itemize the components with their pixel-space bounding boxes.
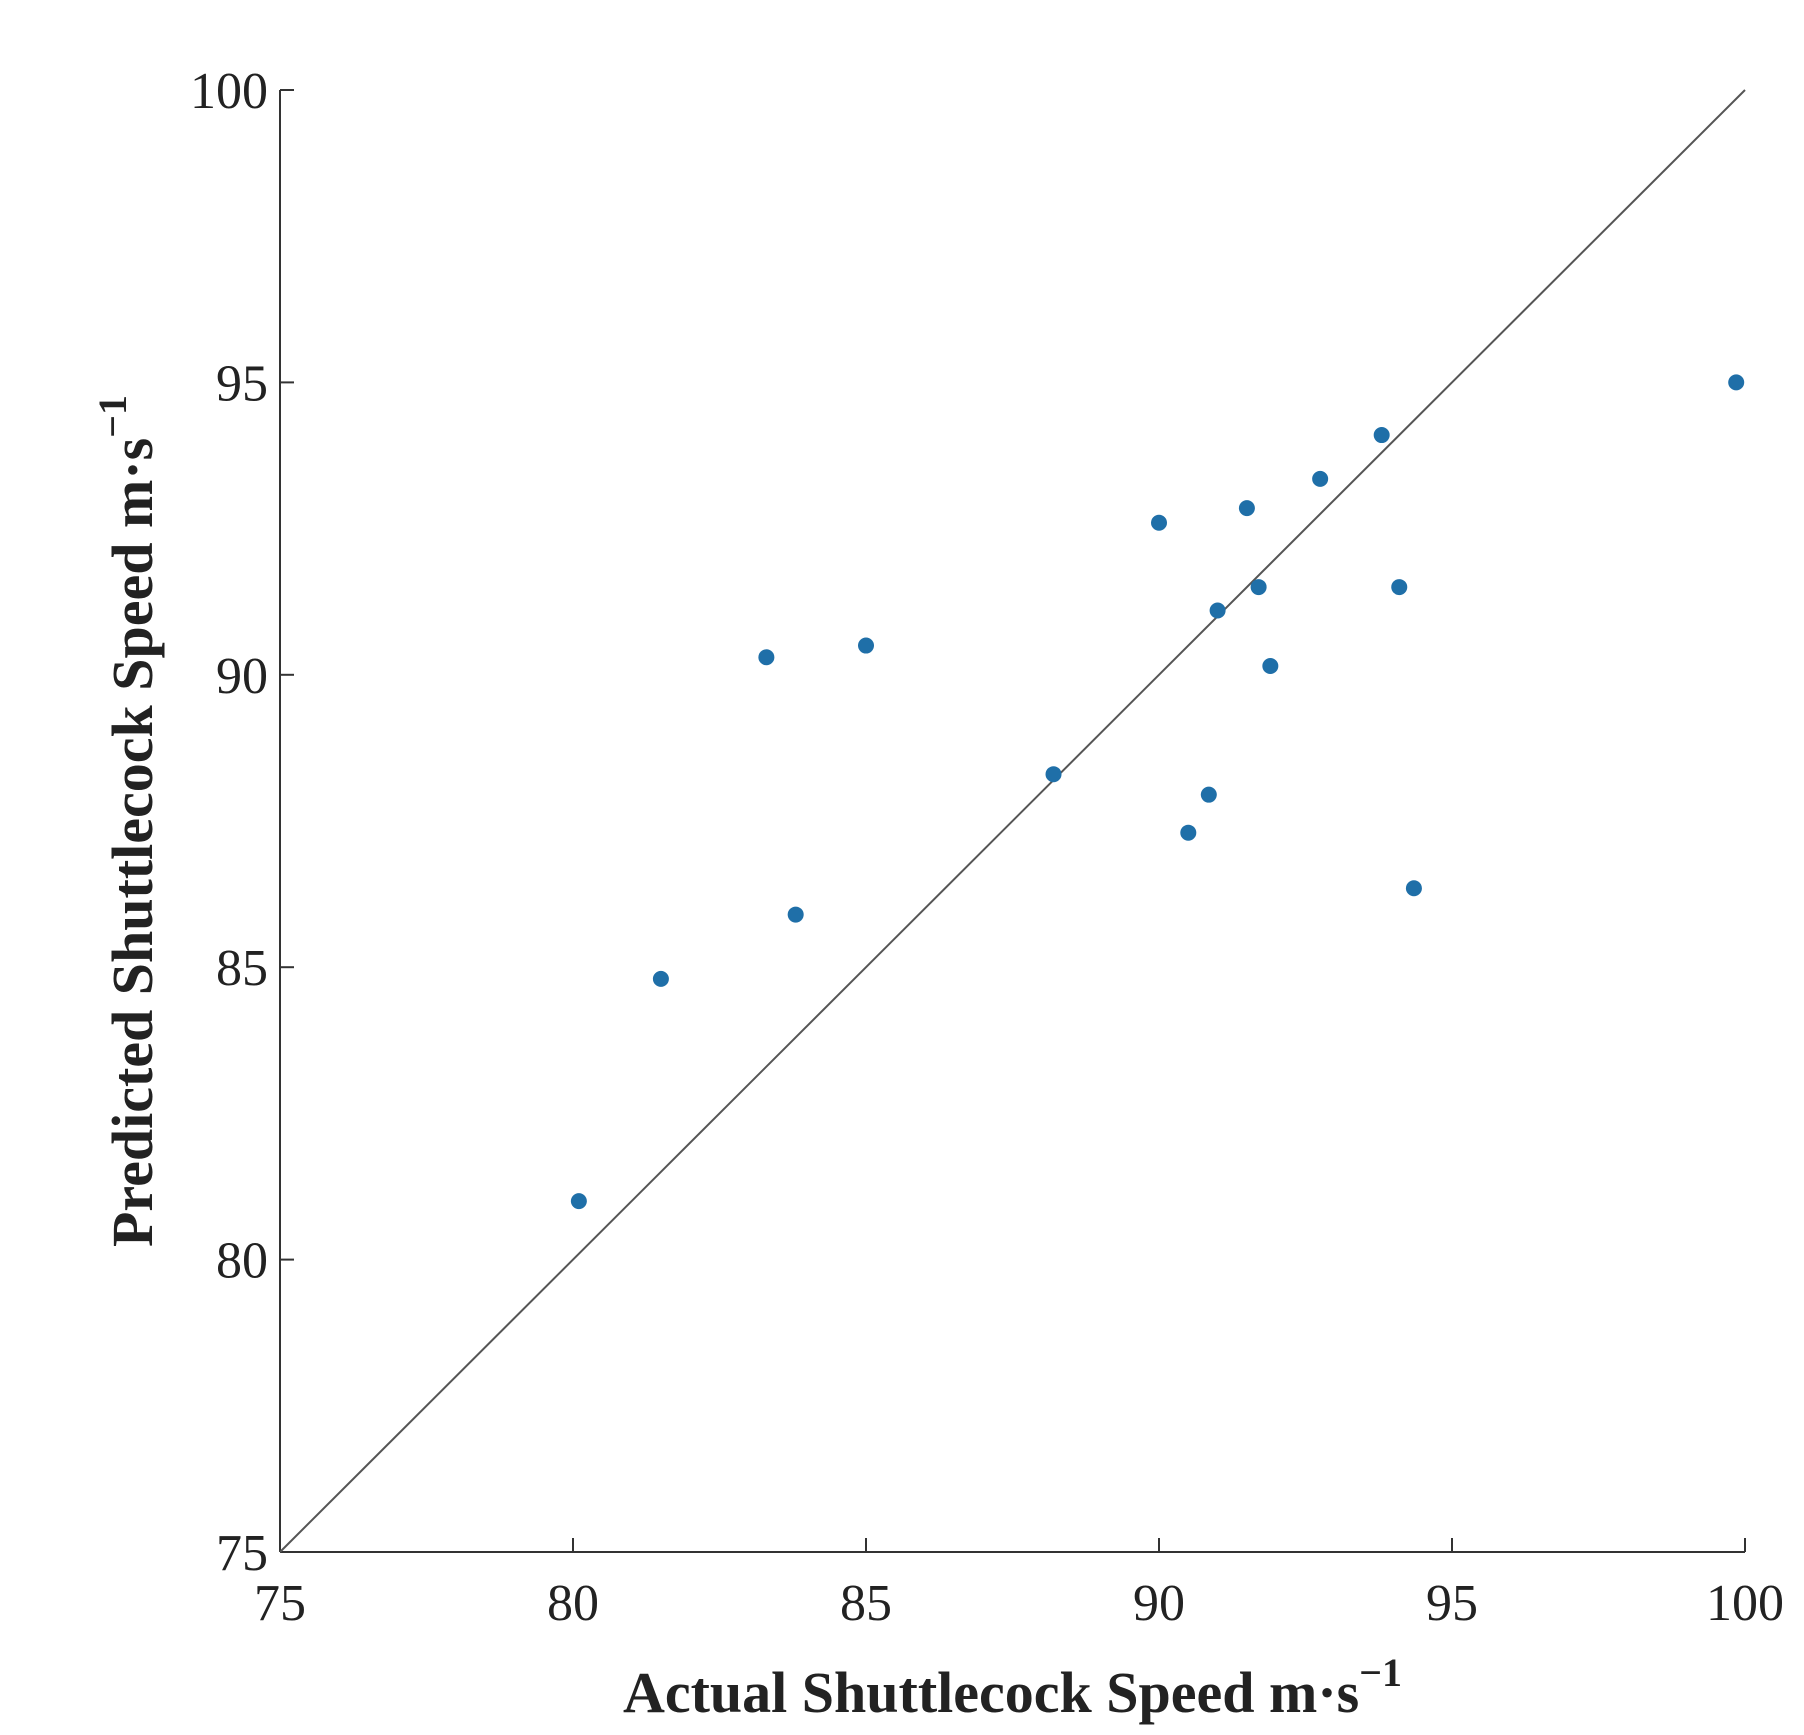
y-tick-label: 95 <box>216 355 268 412</box>
data-point <box>1373 427 1390 444</box>
y-ticks: 75 80 85 90 95 100 <box>190 63 294 1582</box>
y-tick-label: 80 <box>216 1233 268 1290</box>
data-point <box>1262 658 1279 675</box>
y-tick-label: 85 <box>216 940 268 997</box>
data-point <box>1045 766 1062 783</box>
x-tick-label: 85 <box>840 1575 892 1632</box>
x-axis-title: Actual Shuttlecock Speed m·s−1 <box>623 1650 1402 1725</box>
x-ticks: 75 80 85 90 95 100 <box>254 1538 1784 1632</box>
y-axis-title: Predicted Shuttlecock Speed m·s−1 <box>90 395 165 1247</box>
data-point <box>1238 500 1255 517</box>
plot-area: 75 80 85 90 95 100 75 80 85 90 95 100 <box>190 63 1784 1632</box>
x-tick-label: 80 <box>547 1575 599 1632</box>
data-point <box>1312 470 1329 487</box>
x-tick-label: 95 <box>1426 1575 1478 1632</box>
data-point <box>787 906 804 923</box>
x-tick-label: 100 <box>1706 1575 1784 1632</box>
data-point <box>1209 602 1226 619</box>
reference-line-identity <box>279 89 1746 1553</box>
data-point <box>858 637 874 654</box>
y-tick-label: 75 <box>216 1525 268 1582</box>
data-point <box>1200 786 1217 803</box>
y-axis-title-text: Predicted Shuttlecock Speed m·s <box>100 438 165 1247</box>
x-axis-title-exponent: −1 <box>1359 1650 1402 1695</box>
data-point <box>1728 374 1745 391</box>
x-tick-label: 90 <box>1133 1575 1185 1632</box>
data-point <box>1250 579 1267 596</box>
data-point <box>1180 824 1197 841</box>
x-tick-label: 75 <box>254 1575 306 1632</box>
data-point <box>1151 514 1167 531</box>
y-tick-label: 90 <box>216 648 268 705</box>
data-point <box>1391 579 1408 596</box>
data-point <box>652 970 669 987</box>
y-tick-label: 100 <box>190 63 268 120</box>
data-point <box>1405 880 1422 897</box>
data-point <box>758 649 775 666</box>
y-axis-title-exponent: −1 <box>90 395 135 438</box>
data-points <box>570 374 1745 1210</box>
data-point <box>570 1193 587 1210</box>
x-axis-title-text: Actual Shuttlecock Speed m·s <box>623 1660 1359 1725</box>
